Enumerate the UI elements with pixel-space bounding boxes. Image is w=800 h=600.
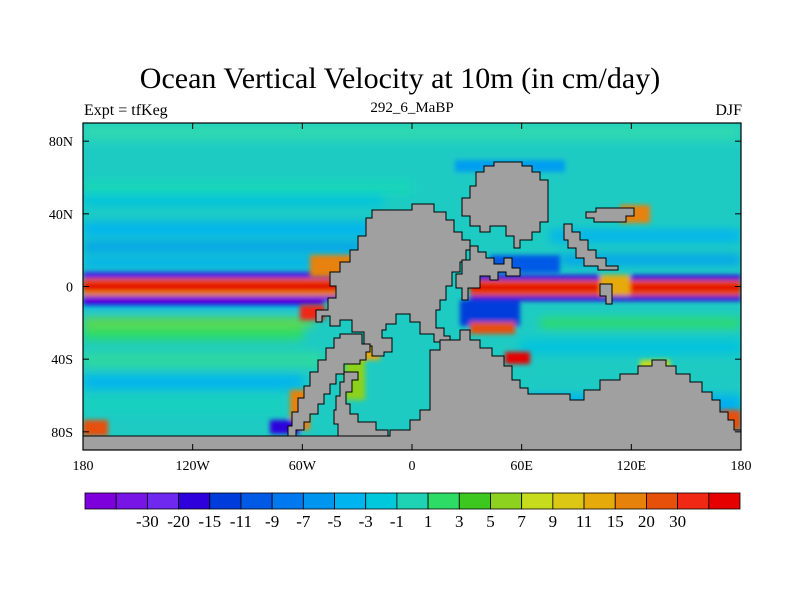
colorbar-swatch (302, 492, 335, 510)
land-east-asia (563, 223, 619, 271)
colorbar-swatch (365, 492, 398, 510)
colorbar-swatch (271, 492, 304, 510)
lat-tick-label: 40N (49, 208, 73, 223)
colorbar-swatch (521, 492, 554, 510)
land-masses (83, 161, 741, 450)
colorbar: -30 -20 -15 -11 -9 -7 -5 -3 -1 1 3 5 7 9 11 15 20 30 (84, 492, 741, 531)
lon-tick-label: 60W (289, 459, 317, 474)
colorbar-swatch (490, 492, 523, 510)
colorbar-swatch (115, 492, 148, 510)
lat-tick-label: 40S (51, 353, 73, 368)
colorbar-swatch (552, 492, 585, 510)
colorbar-label: -20 (167, 512, 190, 531)
colorbar-label: 5 (486, 512, 495, 531)
colorbar-label: -5 (327, 512, 341, 531)
colorbar-label: 15 (607, 512, 624, 531)
land-antarctica-australia (83, 329, 741, 450)
lon-tick-label: 0 (409, 459, 416, 474)
land-northeast-island (585, 207, 635, 223)
colorbar-swatch (84, 492, 117, 510)
colorbar-label: 11 (576, 512, 592, 531)
colorbar-swatch (646, 492, 679, 510)
land-south-america (287, 333, 371, 437)
colorbar-label: -9 (265, 512, 279, 531)
lat-tick-label: 0 (66, 281, 73, 296)
lat-tick-label: 80S (51, 426, 73, 441)
colorbar-label: -11 (230, 512, 252, 531)
land-antarctic-peninsula (333, 371, 389, 437)
land-americas (315, 203, 471, 357)
colorbar-label: -15 (198, 512, 221, 531)
latitude-axis: 80N 40N 0 40S 80S (49, 135, 741, 441)
experiment-label: Expt = tfKeg (84, 102, 168, 119)
colorbar-label: -1 (390, 512, 404, 531)
colorbar-swatch (427, 492, 460, 510)
lon-tick-label: 180 (73, 459, 94, 474)
colorbar-label: 3 (455, 512, 464, 531)
map-title: Ocean Vertical Velocity at 10m (in cm/da… (139, 62, 661, 95)
longitude-axis: 180 120W 60W 0 60E 120E 180 (73, 123, 752, 474)
season-label: DJF (715, 102, 742, 119)
lat-tick-label: 80N (49, 135, 73, 150)
colorbar-label: -30 (136, 512, 159, 531)
lon-tick-label: 180 (731, 459, 752, 474)
period-label: 292_6_MaBP (370, 100, 454, 116)
colorbar-swatch (708, 492, 741, 510)
land-africa-india (455, 245, 521, 301)
colorbar-label: 9 (549, 512, 558, 531)
colorbar-label: -3 (359, 512, 373, 531)
colorbar-label: -7 (296, 512, 311, 531)
lon-tick-label: 120W (176, 459, 211, 474)
colorbar-swatch (146, 492, 179, 510)
lon-tick-label: 120E (617, 459, 647, 474)
map-plot-area (83, 123, 741, 450)
colorbar-swatch (178, 492, 211, 510)
colorbar-swatch (240, 492, 273, 510)
lon-tick-label: 60E (510, 459, 533, 474)
colorbar-label: 30 (669, 512, 686, 531)
colorbar-swatch (677, 492, 710, 510)
colorbar-label: 7 (517, 512, 526, 531)
colorbar-swatch (614, 492, 647, 510)
land-southeast-island (599, 283, 613, 305)
colorbar-label: 1 (424, 512, 433, 531)
colorbar-label: 20 (638, 512, 655, 531)
land-asia-north (461, 161, 549, 249)
colorbar-swatch (396, 492, 429, 510)
colorbar-swatch (334, 492, 367, 510)
colorbar-swatch (583, 492, 616, 510)
colorbar-swatch (458, 492, 491, 510)
colorbar-swatch (209, 492, 242, 510)
